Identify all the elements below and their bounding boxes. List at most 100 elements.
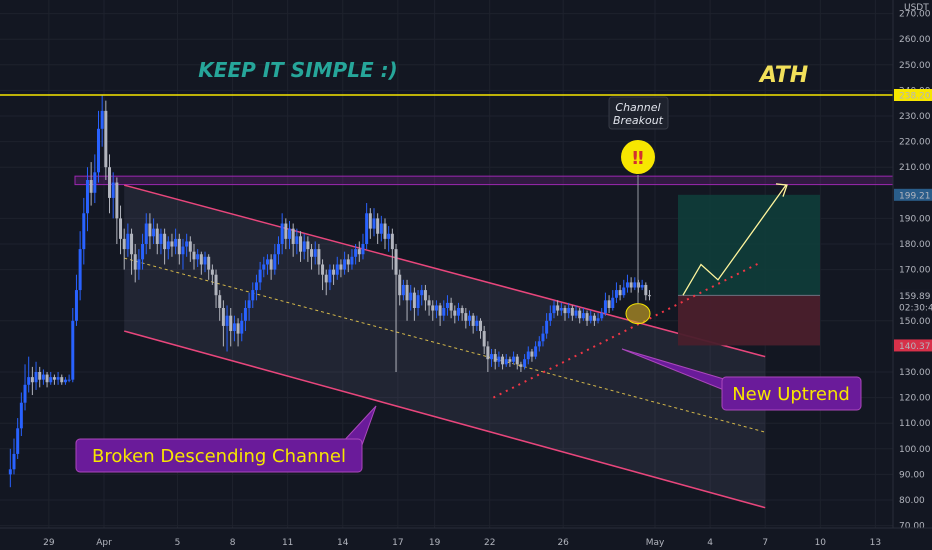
candle-body	[438, 305, 442, 316]
candle-body	[236, 323, 240, 334]
price-axis-label: 170.00	[899, 266, 931, 276]
candle-body	[299, 236, 303, 252]
candle-body	[563, 307, 567, 314]
price-axis[interactable]: USDT270.00260.00250.00240.00230.00220.00…	[892, 0, 932, 532]
candle-body	[52, 377, 56, 380]
price-axis-label: 90.00	[899, 470, 925, 480]
candle-body	[251, 290, 255, 301]
candle-body	[243, 307, 247, 321]
candle-body	[390, 233, 394, 250]
candle-body	[67, 379, 71, 381]
candle-body	[232, 323, 236, 332]
candle-body	[23, 384, 27, 403]
candle-body	[603, 300, 607, 314]
candle-body	[240, 320, 244, 334]
candle-body	[295, 236, 299, 244]
price-axis-label: 270.00	[899, 10, 931, 20]
candle-body	[423, 290, 427, 301]
candle-body	[89, 179, 93, 193]
candle-body	[324, 274, 328, 283]
candle-body	[108, 167, 112, 198]
candle-body	[383, 223, 387, 239]
candle-body	[350, 256, 354, 265]
candle-body	[354, 249, 358, 257]
candle-body	[420, 290, 424, 296]
candle-body	[456, 307, 460, 316]
candle-body	[567, 307, 571, 314]
candle-body	[115, 182, 119, 219]
candle-body	[600, 313, 604, 319]
time-axis-label: May	[646, 538, 665, 548]
candle-body	[221, 307, 225, 326]
candle-body	[262, 264, 266, 270]
price-axis-label: 130.00	[899, 368, 931, 378]
candle-body	[490, 354, 494, 360]
candle-body	[30, 377, 34, 383]
candle-body	[254, 282, 258, 291]
time-axis[interactable]: 29 Apr 5 8 11 14 17 19 22 26 May 4 7 10 13	[0, 527, 932, 548]
candle-body	[317, 249, 321, 265]
price-axis-label: 250.00	[899, 61, 931, 71]
price-axis-label: 190.00	[899, 214, 931, 224]
price-tag-bg	[894, 339, 932, 352]
candle-body	[199, 254, 203, 265]
candle-body	[306, 241, 310, 250]
breakout-circle	[625, 303, 651, 325]
candle-body	[376, 218, 380, 234]
candle-body	[618, 290, 622, 296]
candle-body	[530, 351, 534, 357]
candle-body	[482, 331, 486, 347]
target-box	[678, 194, 820, 296]
candle-body	[611, 297, 615, 308]
candle-body	[188, 241, 192, 252]
candle-body	[519, 364, 523, 367]
time-axis-label: 29	[43, 538, 55, 548]
candle-body	[379, 223, 383, 234]
uptrend-line	[492, 261, 762, 399]
new-uptrend-callout	[721, 376, 862, 411]
candle-body	[196, 254, 200, 260]
candle-body	[607, 300, 611, 308]
price-axis-label: 70.00	[899, 522, 925, 532]
price-axis-label: 180.00	[899, 240, 931, 250]
candle-body	[515, 356, 519, 365]
ath-annotation: ATH	[758, 63, 808, 88]
candle-body	[398, 274, 402, 296]
candle-body	[49, 377, 53, 383]
time-axis-label: 17	[392, 538, 403, 548]
time-axis-label: 19	[429, 538, 441, 548]
time-axis-label: 7	[762, 538, 768, 548]
breakout-label-line1: Channel	[615, 101, 660, 114]
broken-channel-label: Broken Descending Channel	[92, 446, 346, 467]
breakout-marker-circle	[621, 140, 655, 174]
candle-body	[453, 310, 457, 316]
time-axis-label: 4	[707, 538, 713, 548]
candle-body	[585, 313, 589, 321]
new-uptrend-label: New Uptrend	[732, 384, 850, 405]
candle-body	[225, 315, 229, 326]
candle-body	[82, 213, 86, 250]
candle-body	[313, 249, 317, 257]
candle-body	[365, 213, 369, 244]
candle-body	[19, 402, 23, 429]
candle-body	[130, 233, 134, 255]
candle-body	[192, 251, 196, 260]
candle-body	[273, 254, 277, 270]
price-axis-label: 220.00	[899, 138, 931, 148]
candle-body	[497, 356, 501, 362]
price-axis-label: 230.00	[899, 112, 931, 122]
stop-box	[678, 295, 820, 346]
candle-body	[387, 233, 391, 239]
supply-zone	[74, 175, 894, 186]
candle-body	[545, 320, 549, 334]
candle-body	[523, 359, 527, 367]
candle-body	[346, 259, 350, 265]
candle-body	[633, 282, 637, 288]
candle-body	[504, 359, 508, 365]
candle-body	[93, 172, 97, 193]
candle-body	[100, 110, 104, 129]
candle-body	[647, 295, 651, 297]
breakout-label-box	[608, 96, 669, 130]
